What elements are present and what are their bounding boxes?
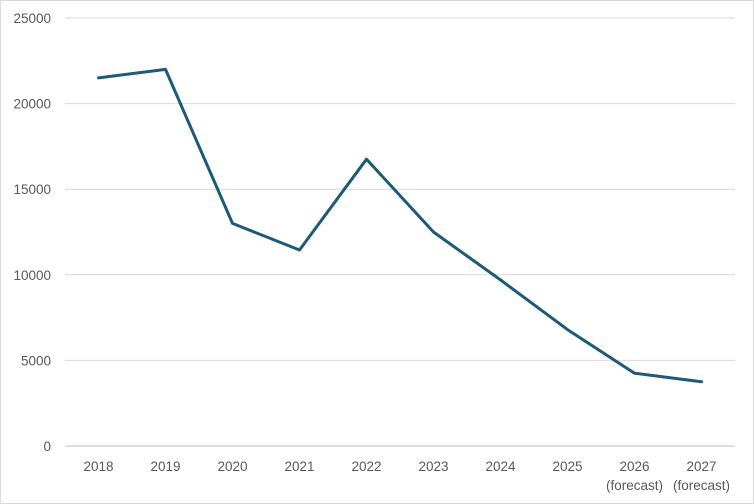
x-tick-label: 2023 [418,459,448,474]
y-tick-label: 25000 [13,11,51,26]
x-tick-label: 2027 (forecast) [673,459,730,493]
x-tick-label: 2018 [83,459,113,474]
x-tick-label: 2025 [552,459,582,474]
x-tick-label: 2026 (forecast) [606,459,663,493]
y-axis-ticks: 0 5000 10000 15000 20000 25000 [13,11,51,454]
x-tick-label: 2019 [150,459,180,474]
y-tick-label: 0 [43,439,51,454]
series-lines [97,67,703,384]
y-tick-label: 5000 [21,353,51,368]
x-tick-label: 2020 [217,459,247,474]
gridlines [65,17,735,447]
y-tick-label: 10000 [13,268,51,283]
x-tick-label: 2021 [284,459,314,474]
y-tick-label: 20000 [13,97,51,112]
series-line-0 [97,67,703,384]
x-axis-ticks: 2018 2019 2020 2021 2022 2023 2024 2025 2026 (for… [83,459,730,493]
y-tick-label: 15000 [13,182,51,197]
x-tick-label: 2024 [485,459,516,474]
x-tick-label: 2022 [351,459,381,474]
